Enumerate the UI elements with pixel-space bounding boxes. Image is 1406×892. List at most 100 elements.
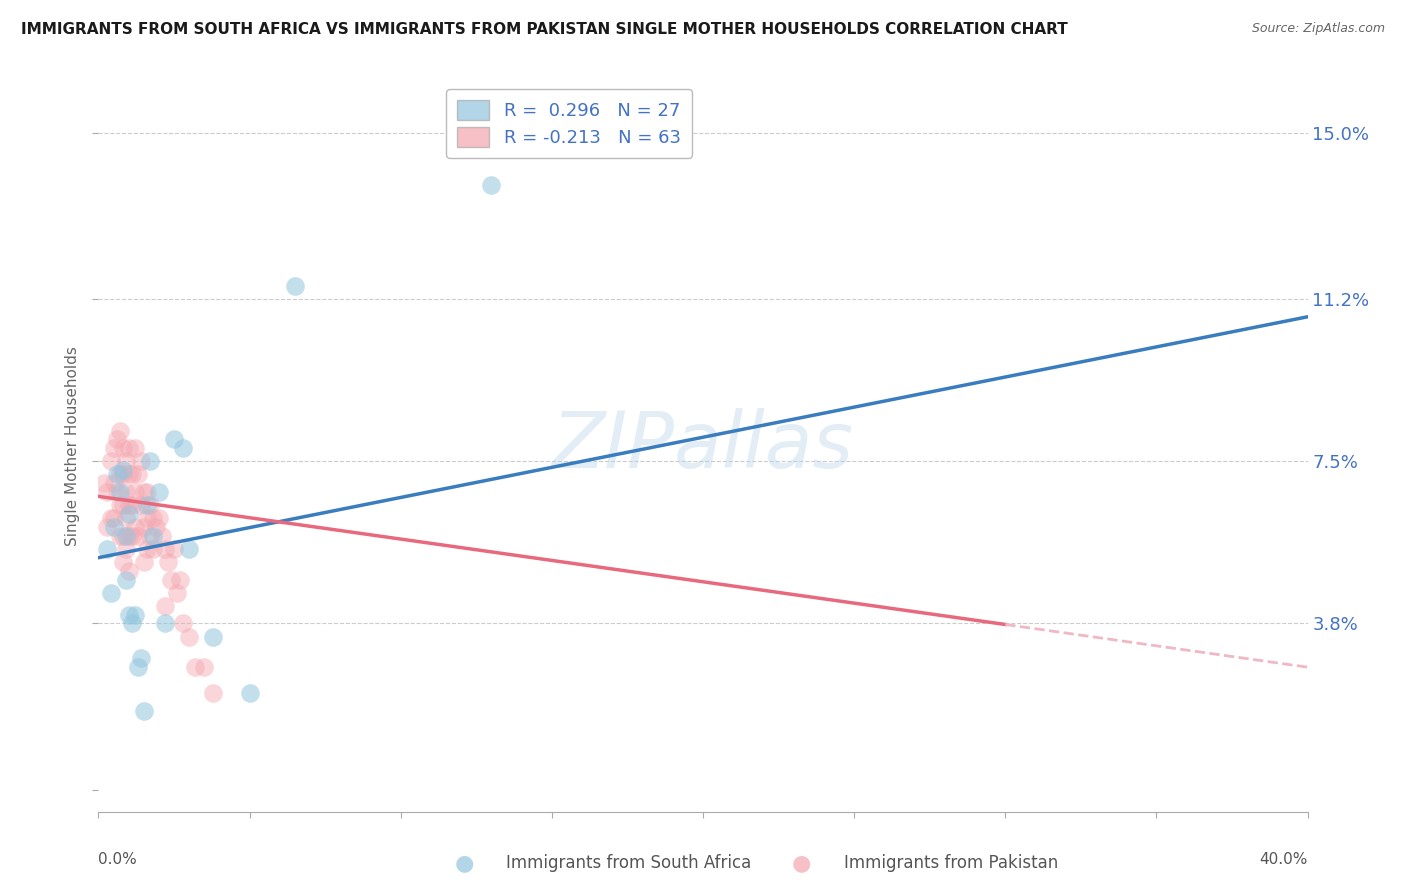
Point	[124, 441, 146, 455]
Point	[103, 511, 125, 525]
Point	[111, 441, 134, 455]
Point	[121, 529, 143, 543]
Point	[108, 485, 131, 500]
Point	[105, 433, 128, 447]
Point	[132, 520, 155, 534]
Point	[103, 441, 125, 455]
Legend: R =  0.296   N = 27, R = -0.213   N = 63: R = 0.296 N = 27, R = -0.213 N = 63	[446, 89, 692, 158]
Text: ●: ●	[792, 854, 811, 873]
Point	[127, 660, 149, 674]
Point	[100, 585, 122, 599]
Point	[100, 511, 122, 525]
Point	[239, 686, 262, 700]
Point	[93, 476, 115, 491]
Point	[135, 541, 157, 556]
Text: Source: ZipAtlas.com: Source: ZipAtlas.com	[1251, 22, 1385, 36]
Point	[111, 463, 134, 477]
Point	[114, 541, 136, 556]
Point	[118, 441, 141, 455]
Point	[114, 573, 136, 587]
Point	[153, 541, 176, 556]
Point	[129, 498, 152, 512]
Point	[118, 529, 141, 543]
Point	[148, 511, 170, 525]
Text: ●: ●	[454, 854, 474, 873]
Point	[179, 541, 201, 556]
Y-axis label: Single Mother Households: Single Mother Households	[65, 346, 80, 546]
Point	[160, 573, 183, 587]
Point	[108, 467, 131, 482]
Point	[114, 454, 136, 468]
Point	[118, 607, 141, 622]
Point	[103, 520, 125, 534]
Point	[103, 476, 125, 491]
Point	[108, 498, 131, 512]
Point	[163, 433, 186, 447]
Point	[105, 467, 128, 482]
Point	[481, 178, 503, 193]
Point	[96, 520, 118, 534]
Point	[108, 424, 131, 438]
Point	[142, 511, 165, 525]
Text: Immigrants from South Africa: Immigrants from South Africa	[506, 855, 751, 872]
Point	[169, 573, 191, 587]
Point	[135, 511, 157, 525]
Point	[142, 541, 165, 556]
Point	[184, 660, 207, 674]
Point	[179, 630, 201, 644]
Point	[118, 564, 141, 578]
Point	[129, 454, 152, 468]
Point	[156, 555, 179, 569]
Point	[111, 529, 134, 543]
Point	[114, 529, 136, 543]
Point	[111, 498, 134, 512]
Point	[153, 616, 176, 631]
Point	[132, 485, 155, 500]
Point	[127, 529, 149, 543]
Point	[132, 555, 155, 569]
Point	[105, 485, 128, 500]
Text: ZIPallas: ZIPallas	[553, 408, 853, 484]
Point	[124, 520, 146, 534]
Point	[139, 454, 162, 468]
Point	[142, 529, 165, 543]
Point	[150, 529, 173, 543]
Point	[100, 454, 122, 468]
Point	[139, 498, 162, 512]
Text: Immigrants from Pakistan: Immigrants from Pakistan	[844, 855, 1057, 872]
Point	[111, 467, 134, 482]
Point	[166, 585, 188, 599]
Point	[132, 704, 155, 718]
Point	[145, 520, 167, 534]
Point	[193, 660, 215, 674]
Point	[96, 541, 118, 556]
Point	[139, 529, 162, 543]
Point	[121, 498, 143, 512]
Point	[163, 541, 186, 556]
Point	[118, 498, 141, 512]
Point	[118, 467, 141, 482]
Point	[135, 498, 157, 512]
Point	[284, 279, 307, 293]
Text: IMMIGRANTS FROM SOUTH AFRICA VS IMMIGRANTS FROM PAKISTAN SINGLE MOTHER HOUSEHOLD: IMMIGRANTS FROM SOUTH AFRICA VS IMMIGRAN…	[21, 22, 1067, 37]
Point	[148, 485, 170, 500]
Point	[108, 529, 131, 543]
Text: 40.0%: 40.0%	[1260, 852, 1308, 867]
Point	[135, 485, 157, 500]
Point	[127, 467, 149, 482]
Point	[202, 630, 225, 644]
Point	[129, 651, 152, 665]
Point	[121, 616, 143, 631]
Point	[96, 485, 118, 500]
Point	[111, 555, 134, 569]
Point	[124, 485, 146, 500]
Point	[114, 511, 136, 525]
Point	[121, 467, 143, 482]
Point	[172, 616, 194, 631]
Point	[124, 607, 146, 622]
Point	[118, 507, 141, 521]
Point	[172, 441, 194, 455]
Point	[202, 686, 225, 700]
Point	[153, 599, 176, 613]
Text: 0.0%: 0.0%	[98, 852, 138, 867]
